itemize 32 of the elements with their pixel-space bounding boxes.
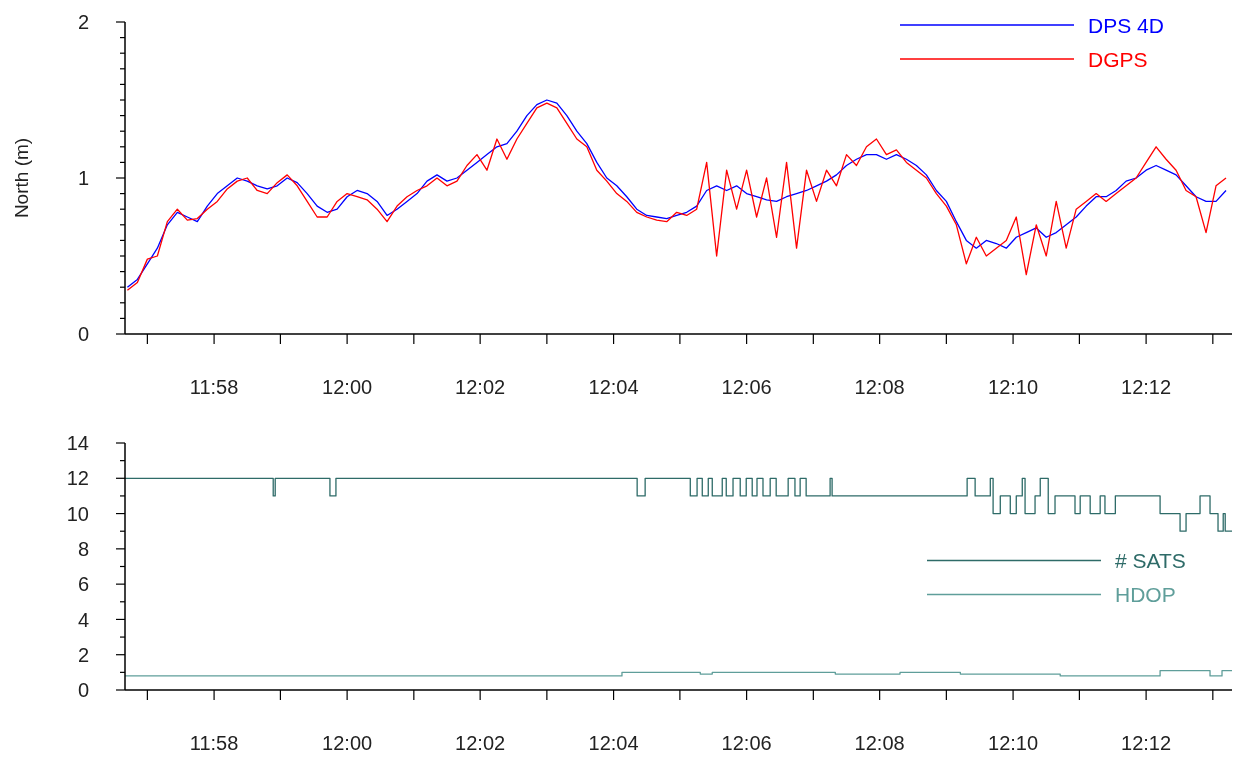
x-tick-label: 12:02	[455, 732, 506, 754]
y-tick-label: 4	[77, 608, 89, 631]
y-tick-label: 6	[77, 573, 89, 596]
series-label: # SATS	[1115, 549, 1186, 573]
y-tick-label: 0	[77, 679, 89, 702]
y-tick-label: 2	[77, 643, 89, 666]
text: HDOP	[1115, 583, 1176, 607]
x-tick-label: 12:10	[988, 732, 1039, 754]
x-tick-label: 12:00	[322, 376, 373, 398]
x-tick-label: 12:02	[455, 376, 506, 398]
y-tick-label: 14	[66, 432, 89, 455]
x-tick-label: 12:06	[721, 732, 772, 754]
x-tick-label: 12:10	[988, 376, 1039, 398]
text: DGPS	[1088, 47, 1148, 71]
text: DPS 4D	[1088, 13, 1164, 37]
y-axis-title: North (m)	[11, 137, 32, 219]
y-tick-label: 10	[66, 502, 89, 525]
x-tick-label: 11:58	[189, 376, 239, 398]
x-tick-label: 12:12	[1121, 376, 1172, 398]
y-tick-label: 12	[66, 467, 89, 490]
x-tick-label: 12:00	[322, 732, 373, 754]
x-tick-label: 12:06	[721, 376, 772, 398]
x-tick-label: 12:08	[854, 376, 905, 398]
y-tick-label: 0	[77, 323, 89, 346]
y-tick-label: 8	[77, 538, 89, 561]
x-tick-label: 11:58	[189, 732, 239, 754]
x-tick-label: 12:12	[1121, 732, 1172, 754]
x-tick-label: 12:04	[588, 732, 639, 754]
x-tick-label: 12:04	[588, 376, 639, 398]
x-tick-label: 12:08	[854, 732, 905, 754]
y-tick-label: 1	[77, 167, 89, 190]
y-tick-label: 2	[77, 11, 89, 34]
